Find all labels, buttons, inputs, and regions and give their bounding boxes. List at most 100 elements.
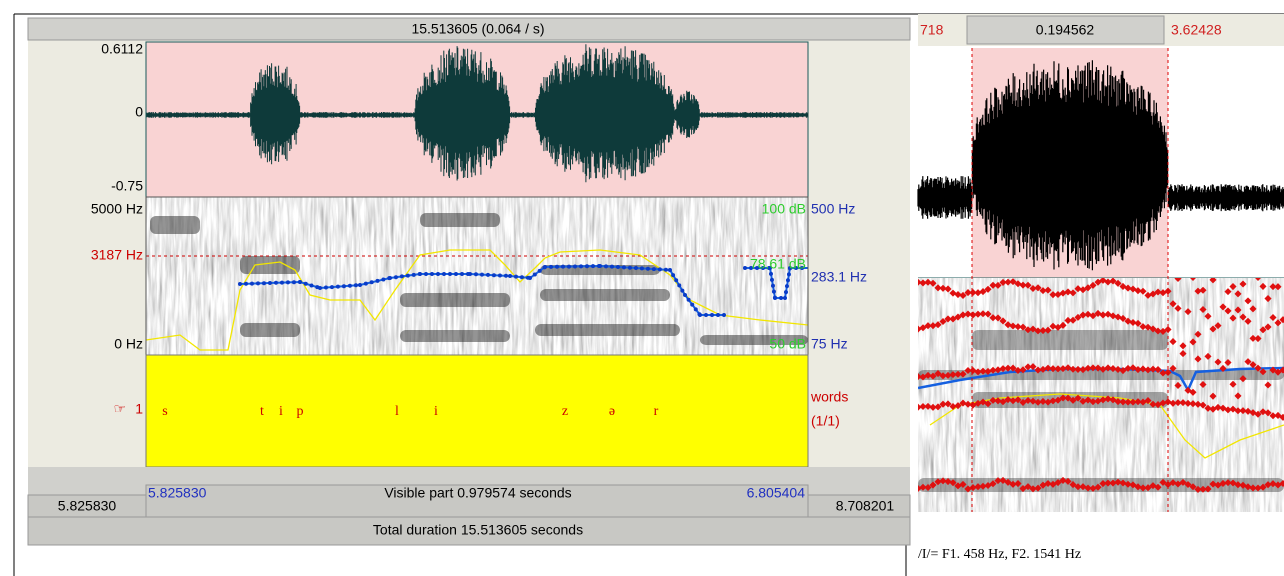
pitch-point <box>786 278 790 282</box>
pitch-point <box>555 265 559 269</box>
pitch-point <box>694 307 698 311</box>
visible-part: Visible part 0.979574 seconds <box>384 485 571 501</box>
pitch-point <box>364 282 368 286</box>
pitch-point <box>486 273 490 277</box>
axis-label: 0 Hz <box>114 336 143 352</box>
spectrogram <box>146 197 808 355</box>
pitch-point <box>573 264 577 268</box>
pitch-point <box>787 272 791 276</box>
pitch-point <box>543 265 547 269</box>
visible-start: 5.825830 <box>148 485 207 501</box>
pitch-point <box>772 290 776 294</box>
pitch-point <box>454 272 458 276</box>
pitch-point <box>298 280 302 284</box>
pitch-point <box>771 284 775 288</box>
pitch-point <box>370 280 374 284</box>
pitch-point <box>533 272 537 276</box>
right-window: 718 0.194562 3.62428 /I/= F1. 458 Hz, F2… <box>914 14 1284 562</box>
pitch-point <box>498 273 502 277</box>
pitch-point <box>342 284 346 288</box>
pitch-point <box>616 265 620 269</box>
pitch-point <box>309 283 313 287</box>
pitch-point <box>652 267 656 271</box>
pitch-point <box>716 313 720 317</box>
formant-band <box>540 289 670 301</box>
pitch-point <box>604 264 608 268</box>
window-start: 5.825830 <box>58 498 117 514</box>
tier-count: (1/1) <box>811 413 840 429</box>
pitch-point <box>779 296 783 300</box>
visible-end: 6.805404 <box>747 485 806 501</box>
pitch-point <box>504 274 508 278</box>
formant-band <box>400 330 510 342</box>
screenshot: 15.513605 (0.064 / s) 0.6112 0 -0.75 500… <box>0 0 1284 576</box>
pitch-point <box>448 272 452 276</box>
pitch-point <box>658 267 662 271</box>
text-tier[interactable] <box>146 355 808 467</box>
axis-label: 0 <box>135 104 143 120</box>
segment-label: p <box>297 404 304 419</box>
formant-band <box>535 324 680 336</box>
pitch-point <box>773 296 777 300</box>
axis-label: 0.6112 <box>101 41 143 57</box>
segment-label: i <box>279 404 283 419</box>
pitch-point <box>262 281 266 285</box>
pitch-point <box>348 284 352 288</box>
pitch-point <box>634 266 638 270</box>
pitch-label: 75 Hz <box>811 336 848 352</box>
window-end: 8.708201 <box>836 498 895 514</box>
pitch-point <box>280 281 284 285</box>
pitch-point <box>394 275 398 279</box>
right-time: 3.62428 <box>1171 22 1222 38</box>
axis-label: -0.75 <box>111 178 143 194</box>
pitch-point <box>784 290 788 294</box>
pitch-point <box>480 273 484 277</box>
formant-band <box>150 216 200 234</box>
formant-band <box>240 323 300 337</box>
formant-band <box>400 293 510 307</box>
pitch-point <box>388 276 392 280</box>
pitch-point <box>418 272 422 276</box>
pitch-point <box>406 274 410 278</box>
pitch-point <box>722 313 726 317</box>
pitch-point <box>442 272 446 276</box>
pitch-point <box>324 286 328 290</box>
pitch-point <box>598 264 602 268</box>
pitch-point <box>585 264 589 268</box>
pitch-point <box>671 273 675 277</box>
pitch-point <box>468 272 472 276</box>
segment-label: t <box>260 404 264 419</box>
pitch-point <box>381 278 385 282</box>
pitch-point <box>436 272 440 276</box>
pitch-point <box>561 265 565 269</box>
segment-label: r <box>654 404 659 419</box>
pitch-point <box>567 265 571 269</box>
pitch-point <box>538 269 542 273</box>
pitch-point <box>668 268 672 272</box>
pitch-point <box>430 272 434 276</box>
pitch-point <box>683 293 687 297</box>
pitch-label: 283.1 Hz <box>811 269 867 285</box>
pitch-point <box>318 286 322 290</box>
pitch-point <box>304 282 308 286</box>
segment-label: s <box>162 404 167 419</box>
pitch-point <box>274 281 278 285</box>
pitch-point <box>424 272 428 276</box>
pitch-point <box>336 285 340 289</box>
pitch-point <box>687 298 691 302</box>
pitch-point <box>677 283 681 287</box>
pitch-point <box>591 264 595 268</box>
segment-label: i <box>434 404 438 419</box>
spectrogram <box>914 260 1284 512</box>
pitch-point <box>358 283 362 287</box>
pitch-point <box>354 283 358 287</box>
axis-label: 3187 Hz <box>91 247 143 263</box>
axis-label: 5000 Hz <box>91 201 143 217</box>
pitch-point <box>508 274 512 278</box>
pitch-point <box>640 266 644 270</box>
intensity-label: 78.61 dB <box>750 256 806 272</box>
pitch-point <box>250 282 254 286</box>
pitch-point <box>330 285 334 289</box>
pitch-point <box>412 273 416 277</box>
pitch-point <box>680 289 684 293</box>
